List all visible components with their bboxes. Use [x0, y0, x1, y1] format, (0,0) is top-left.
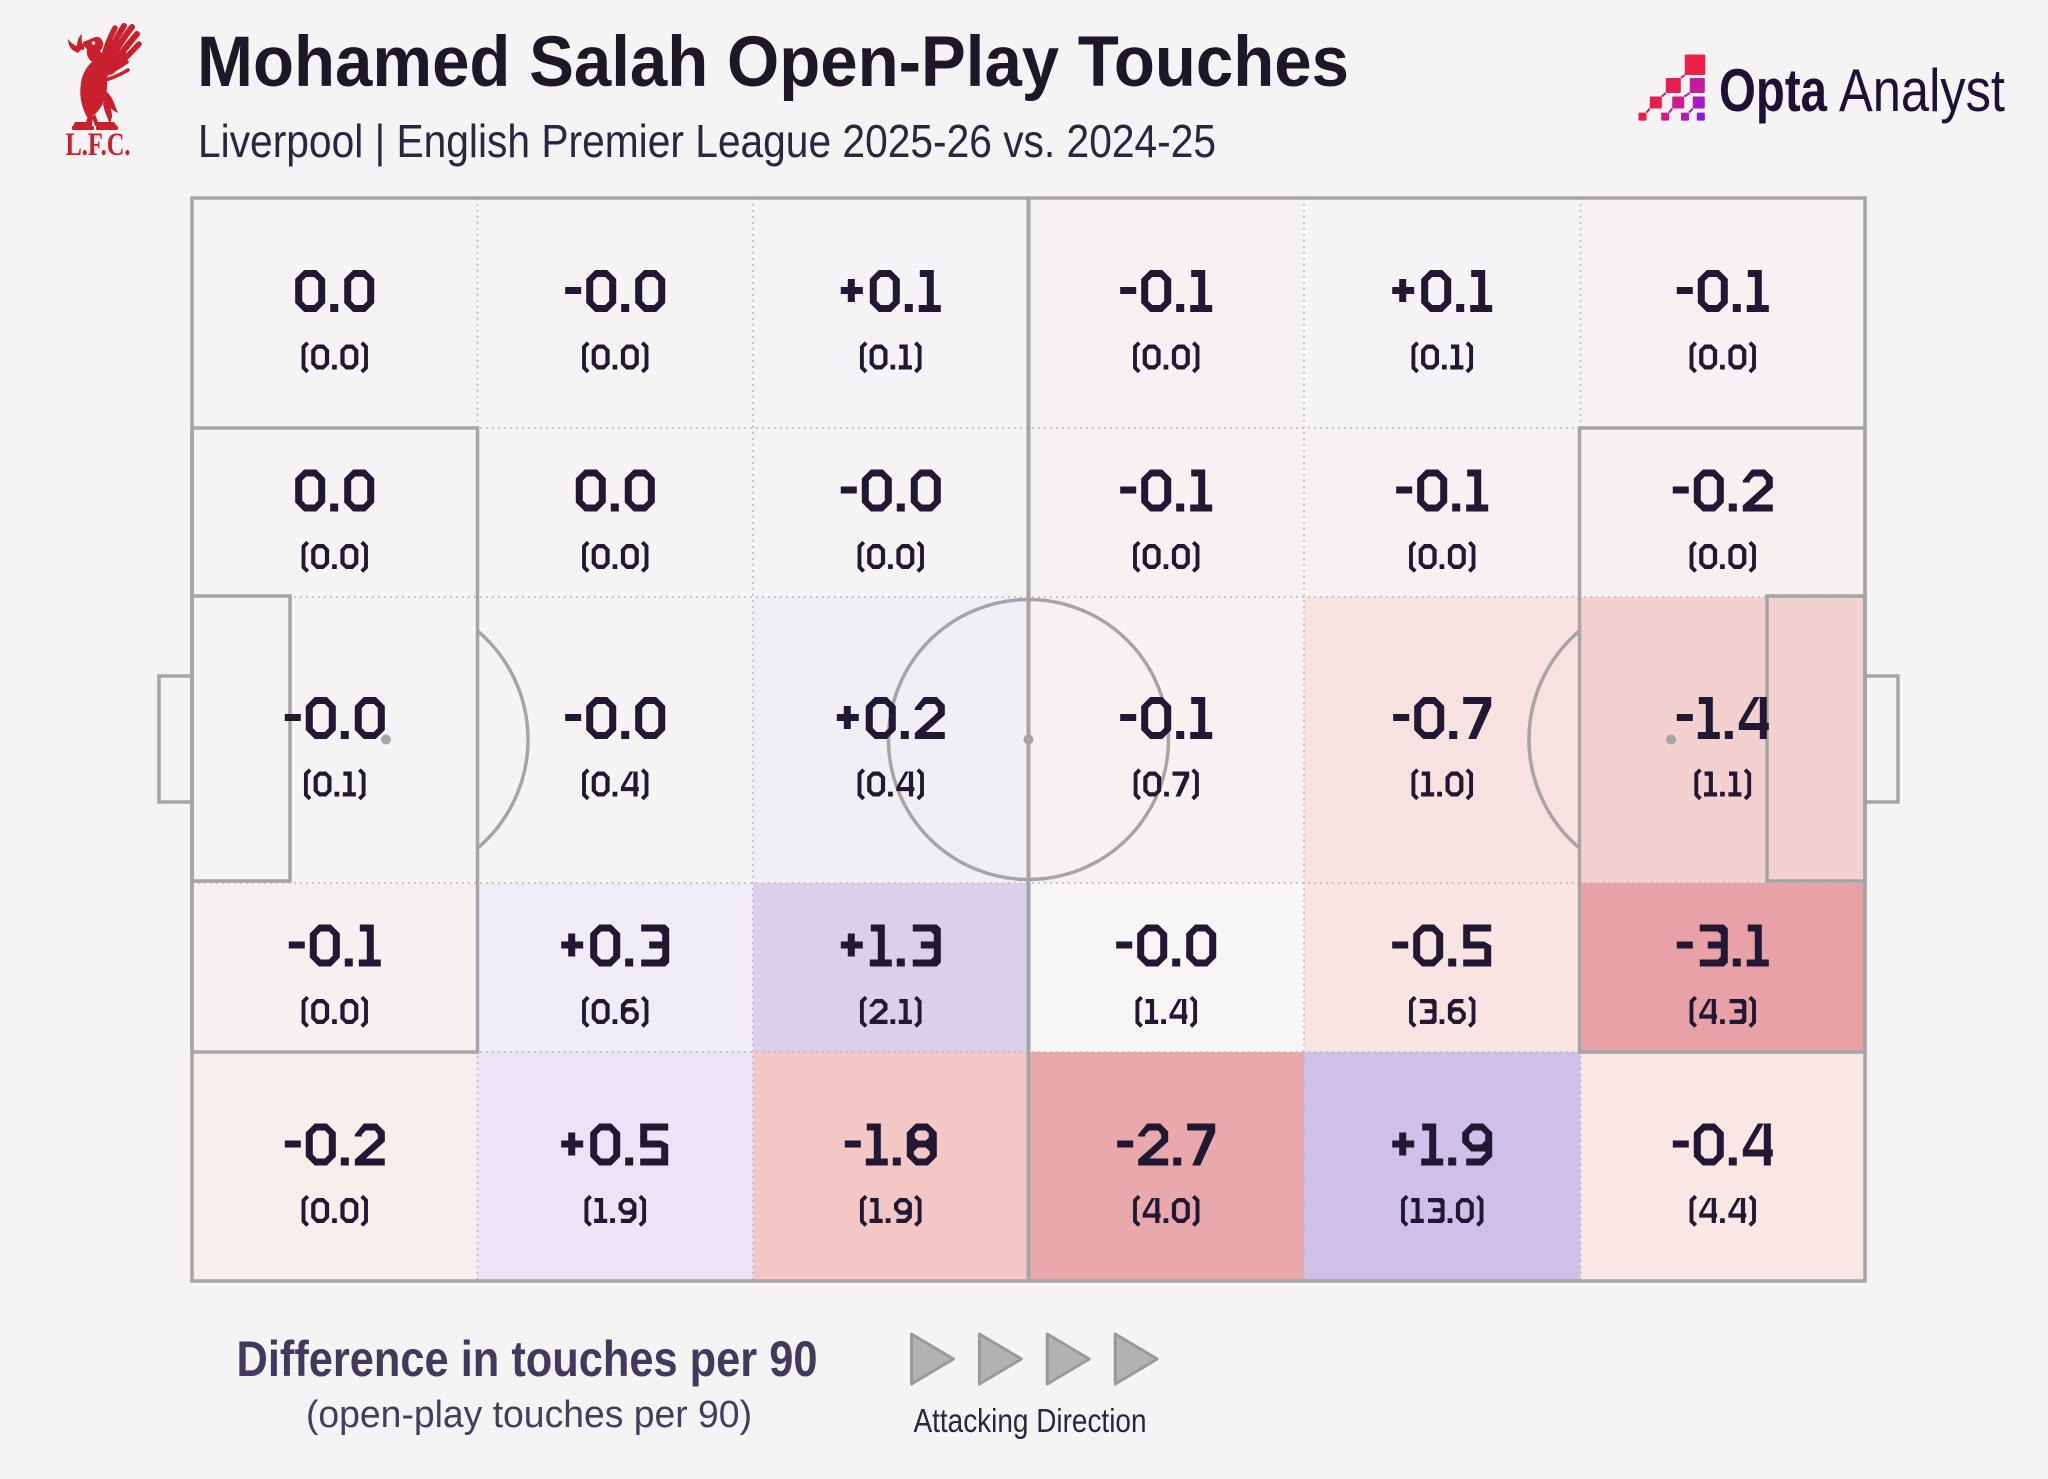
- svg-text:Attacking Direction: Attacking Direction: [914, 1402, 1147, 1439]
- svg-text:Analyst: Analyst: [1839, 57, 2005, 124]
- svg-text:Mohamed Salah Open-Play Touche: Mohamed Salah Open-Play Touches: [197, 23, 1349, 102]
- svg-text:L.F.C.: L.F.C.: [66, 127, 131, 163]
- svg-text:Difference in touches per 90: Difference in touches per 90: [237, 1331, 818, 1387]
- svg-text:(open-play touches per 90): (open-play touches per 90): [306, 1394, 752, 1436]
- svg-text:Liverpool | English Premier Le: Liverpool | English Premier League 2025-…: [198, 115, 1216, 167]
- svg-text:Opta: Opta: [1719, 57, 1827, 124]
